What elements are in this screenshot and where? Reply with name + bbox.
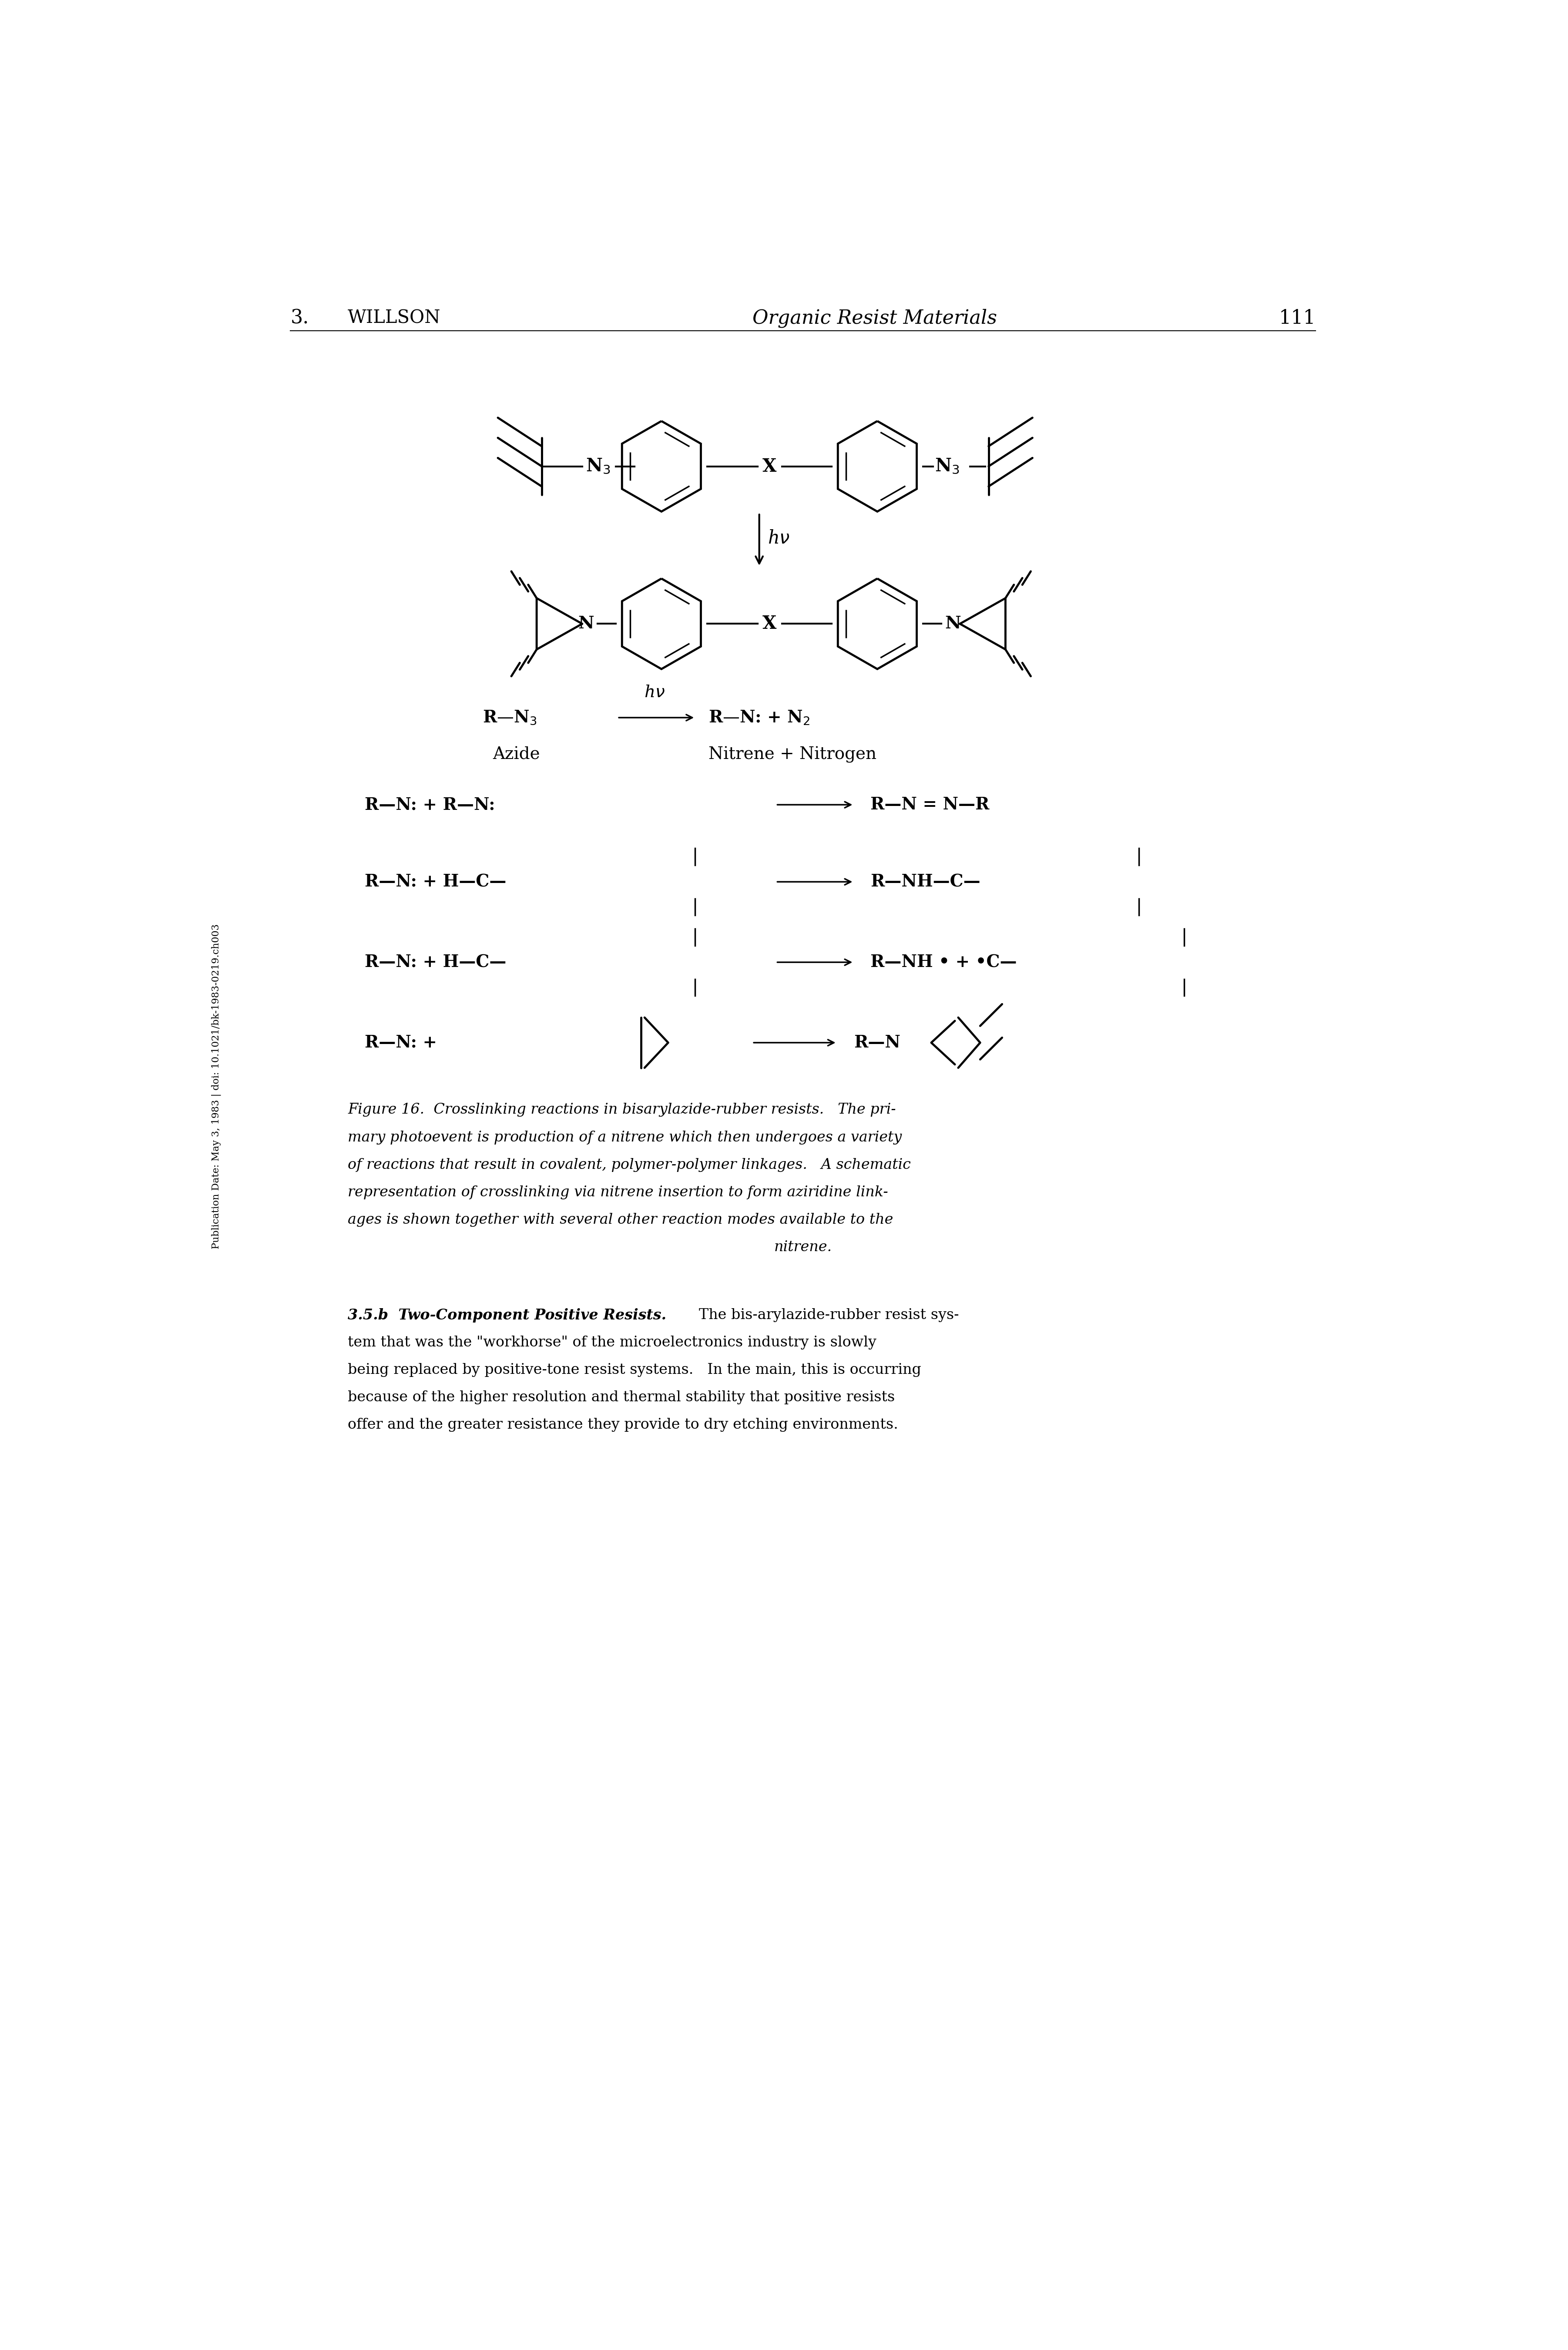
Text: R—N: R—N [853,1034,900,1050]
Text: R—N$_3$: R—N$_3$ [483,710,536,726]
Text: R—N: + H—C—: R—N: + H—C— [365,874,506,891]
Text: Nitrene + Nitrogen: Nitrene + Nitrogen [709,747,877,764]
Text: R—N: + N$_2$: R—N: + N$_2$ [709,710,811,726]
Text: offer and the greater resistance they provide to dry etching environments.: offer and the greater resistance they pr… [348,1417,898,1431]
Text: ages is shown together with several other reaction modes available to the: ages is shown together with several othe… [348,1213,894,1227]
Text: N$_3$: N$_3$ [585,458,610,475]
Text: h$\nu$: h$\nu$ [644,684,665,700]
Text: WILLSON: WILLSON [348,308,441,327]
Text: nitrene.: nitrene. [775,1241,833,1255]
Text: representation of crosslinking via nitrene insertion to form aziridine link-: representation of crosslinking via nitre… [348,1184,887,1198]
Text: R—NH—C—: R—NH—C— [870,874,980,891]
Text: Figure 16.  Crosslinking reactions in bisarylazide-rubber resists.   The pri-: Figure 16. Crosslinking reactions in bis… [348,1102,895,1116]
Text: R—NH • + •C—: R—NH • + •C— [870,954,1018,971]
Text: mary photoevent is production of a nitrene which then undergoes a variety: mary photoevent is production of a nitre… [348,1130,902,1144]
Text: R—N: + R—N:: R—N: + R—N: [365,797,495,813]
Text: X: X [762,616,776,632]
Text: 3.5.b  Two-Component Positive Resists.: 3.5.b Two-Component Positive Resists. [348,1309,666,1323]
Text: Organic Resist Materials: Organic Resist Materials [753,308,997,327]
Text: R—N: +: R—N: + [365,1034,442,1050]
Text: h$\nu$: h$\nu$ [768,529,790,548]
Text: Publication Date: May 3, 1983 | doi: 10.1021/bk-1983-0219.ch003: Publication Date: May 3, 1983 | doi: 10.… [212,924,221,1248]
Text: R—N = N—R: R—N = N—R [870,797,989,813]
Text: N: N [946,616,961,632]
Text: 111: 111 [1279,308,1316,327]
Text: 3.: 3. [290,308,309,327]
Text: tem that was the "workhorse" of the microelectronics industry is slowly: tem that was the "workhorse" of the micr… [348,1335,877,1349]
Text: X: X [762,458,776,475]
Text: Azide: Azide [492,747,539,761]
Text: being replaced by positive-tone resist systems.   In the main, this is occurring: being replaced by positive-tone resist s… [348,1363,922,1377]
Text: N$_3$: N$_3$ [935,458,960,475]
Text: N: N [579,616,594,632]
Text: R—N: + H—C—: R—N: + H—C— [365,954,506,971]
Text: The bis-arylazide-rubber resist sys-: The bis-arylazide-rubber resist sys- [685,1309,960,1323]
Text: because of the higher resolution and thermal stability that positive resists: because of the higher resolution and the… [348,1391,895,1405]
Text: of reactions that result in covalent, polymer-polymer linkages.   A schematic: of reactions that result in covalent, po… [348,1159,911,1173]
